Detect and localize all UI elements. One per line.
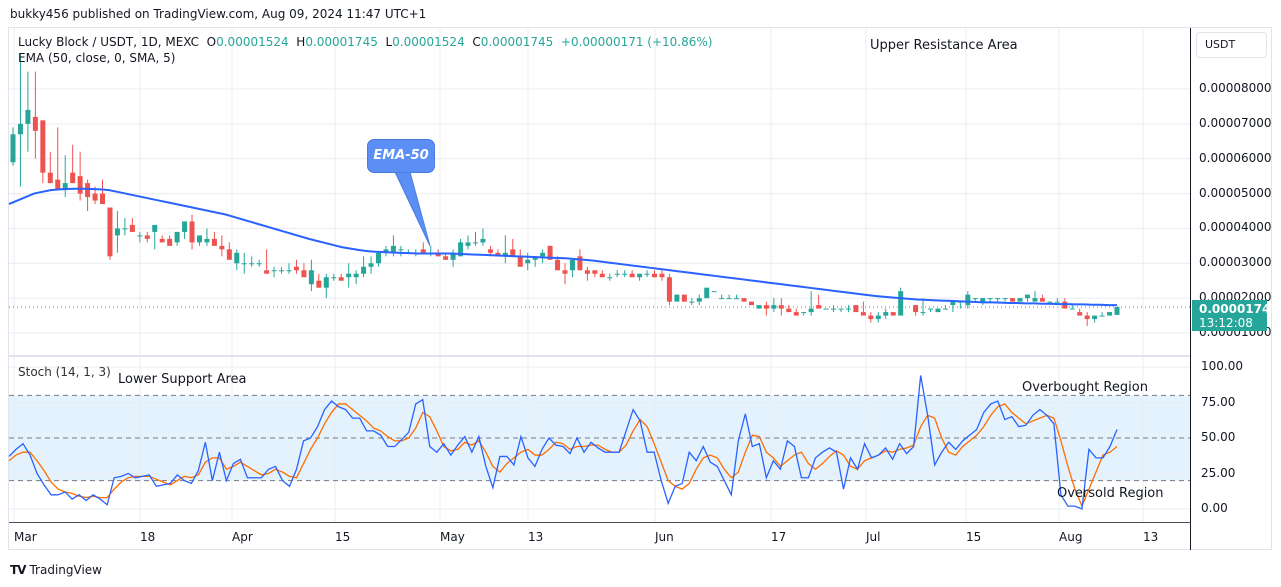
price-axis-label: 0.00005000 — [1199, 185, 1272, 200]
time-axis-label: Mar — [14, 530, 37, 544]
stoch-pane[interactable] — [8, 357, 1190, 522]
time-axis-label: Jun — [655, 530, 674, 544]
ema-indicator-legend[interactable]: EMA (50, close, 0, SMA, 5) — [18, 51, 176, 65]
price-axis-label: 0.00003000 — [1199, 255, 1272, 270]
stoch-axis-label: 25.00 — [1201, 465, 1236, 480]
stoch-axis-label: 100.00 — [1201, 359, 1243, 373]
price-axis-border — [1190, 28, 1191, 550]
time-axis-border — [9, 522, 1191, 523]
time-axis-label: 15 — [966, 530, 982, 544]
stoch-indicator-legend[interactable]: Stoch (14, 1, 3) — [18, 365, 111, 379]
price-axis-label: 0.00004000 — [1199, 220, 1272, 235]
ema-50-callout[interactable]: EMA-50 — [367, 139, 435, 173]
price-axis-label: 0.00007000 — [1199, 115, 1272, 130]
time-axis-label: May — [440, 530, 465, 544]
upper-resistance-annotation: Upper Resistance Area — [870, 38, 1018, 53]
ohlc-close: 0.00001745 — [480, 35, 554, 49]
ohlc-high: 0.00001745 — [305, 35, 378, 49]
time-axis-label: Jul — [866, 530, 881, 544]
bar-countdown: 13:12:08 — [1199, 316, 1253, 330]
price-axis-label: 0.00006000 — [1199, 150, 1272, 165]
oversold-annotation: Oversold Region — [1057, 486, 1164, 501]
tradingview-brand: TradingView — [29, 563, 102, 577]
chart-frame — [8, 27, 1272, 550]
stoch-axis-label: 0.00 — [1201, 501, 1228, 515]
time-axis-label: 13 — [528, 530, 544, 544]
current-price: 0.00001745 — [1199, 302, 1279, 316]
stochastic-chart[interactable] — [8, 357, 1190, 522]
publisher-line: bukky456 published on TradingView.com, A… — [10, 7, 427, 21]
ohlc-open-label: O — [206, 35, 217, 49]
time-axis-label: Aug — [1059, 530, 1083, 544]
time-axis-label: 15 — [335, 530, 351, 544]
symbol-name[interactable]: Lucky Block / USDT, 1D, MEXC — [18, 35, 200, 49]
ohlc-low-label: L — [385, 35, 393, 49]
currency-button[interactable]: USDT — [1196, 32, 1267, 58]
symbol-legend[interactable]: Lucky Block / USDT, 1D, MEXC O0.00001524… — [18, 35, 712, 49]
time-axis-label: 13 — [1143, 530, 1159, 544]
price-axis-label: 0.00008000 — [1199, 81, 1272, 95]
ohlc-low: 0.00001524 — [392, 35, 465, 49]
stoch-axis-label: 50.00 — [1201, 430, 1236, 444]
time-axis-label: Apr — [232, 530, 253, 544]
ohlc-open: 0.00001524 — [216, 35, 289, 49]
current-price-tag: 0.00001745 13:12:08 — [1192, 300, 1279, 331]
price-pane[interactable] — [8, 28, 1190, 355]
time-axis-label: 18 — [140, 530, 156, 544]
tradingview-logo-icon: TV — [10, 563, 27, 577]
pane-separator[interactable] — [9, 355, 1190, 357]
ohlc-close-label: C — [472, 35, 481, 49]
lower-support-annotation: Lower Support Area — [118, 372, 247, 387]
overbought-annotation: Overbought Region — [1022, 380, 1148, 395]
candlestick-chart[interactable] — [8, 28, 1190, 355]
ohlc-high-label: H — [296, 35, 306, 49]
price-change: +0.00000171 (+10.86%) — [560, 35, 713, 49]
time-axis-label: 17 — [771, 530, 787, 544]
stoch-axis-label: 75.00 — [1201, 394, 1236, 409]
tradingview-footer[interactable]: TV TradingView — [10, 563, 102, 577]
